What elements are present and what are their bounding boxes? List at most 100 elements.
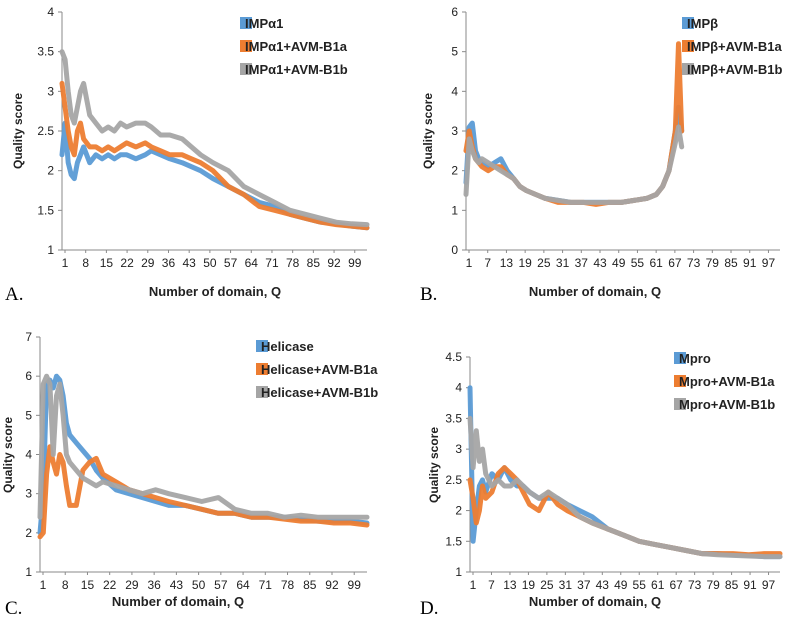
x-tick-label: 85	[307, 256, 321, 270]
x-tick-label: 97	[762, 578, 776, 592]
x-tick-label: 57	[224, 256, 238, 270]
series-line-2	[37, 444, 370, 540]
x-tick-label: 61	[651, 578, 665, 592]
y-tick-label: 3	[47, 84, 54, 98]
x-tick-label: 71	[259, 578, 273, 592]
legend-label: Helicase	[261, 339, 314, 354]
y-tick-label: 2.5	[445, 473, 462, 487]
legend-swatch	[674, 352, 686, 364]
x-tick-label: 85	[724, 256, 738, 270]
x-tick-label: 67	[670, 578, 684, 592]
y-tick-label: 2	[47, 164, 54, 178]
legend-label: Mpro	[679, 351, 711, 366]
y-tick-label: 4	[455, 381, 462, 395]
x-tick-label: 57	[214, 578, 228, 592]
x-tick-label: 64	[245, 256, 259, 270]
y-tick-label: 4	[25, 448, 32, 462]
series-line-1	[467, 385, 783, 560]
legend-label: IMPα1	[245, 16, 283, 31]
x-tick-label: 55	[633, 578, 647, 592]
legend-swatch	[682, 63, 694, 75]
x-tick-label: 29	[141, 256, 155, 270]
x-tick-label: 43	[593, 256, 607, 270]
x-tick-label: 25	[537, 256, 551, 270]
y-tick-label: 2.5	[37, 124, 54, 138]
legend-swatch	[674, 375, 686, 387]
x-tick-label: 7	[484, 256, 491, 270]
y-tick-label: 1	[451, 203, 458, 217]
legend-label: IMPβ+AVM-B1a	[687, 39, 783, 54]
x-tick-label: 1	[470, 578, 477, 592]
x-tick-label: 15	[81, 578, 95, 592]
y-tick-label: 1	[25, 565, 32, 579]
x-tick-label: 85	[725, 578, 739, 592]
y-tick-label: 1	[455, 565, 462, 579]
x-tick-label: 43	[183, 256, 197, 270]
series-line-2	[463, 41, 685, 207]
x-tick-label: 22	[120, 256, 134, 270]
x-tick-label: 49	[614, 578, 628, 592]
y-tick-label: 2	[25, 526, 32, 540]
legend-label: Helicase+AVM-B1b	[261, 385, 378, 400]
series-line-3	[37, 373, 370, 520]
x-tick-label: 31	[559, 578, 573, 592]
legend-swatch	[240, 17, 252, 29]
legend-swatch	[674, 398, 686, 410]
y-tick-label: 5	[451, 45, 458, 59]
x-tick-label: 91	[743, 578, 757, 592]
x-tick-label: 8	[62, 578, 69, 592]
x-tick-label: 7	[488, 578, 495, 592]
legend-label: Mpro+AVM-B1b	[679, 397, 775, 412]
y-tick-label: 3	[25, 487, 32, 501]
x-tick-label: 99	[348, 256, 362, 270]
panel-label: D.	[420, 598, 438, 619]
chart-panel-1: 11.522.533.541 8 15 22 29 36 43 50 57 64 71 78 85 92 9…	[5, 5, 370, 305]
x-axis-title: Number of domain, Q	[529, 284, 661, 299]
x-tick-label: 31	[556, 256, 570, 270]
x-tick-label: 43	[596, 578, 610, 592]
x-tick-label: 19	[522, 578, 536, 592]
series-line-1	[463, 104, 685, 205]
x-tick-label: 91	[743, 256, 757, 270]
x-tick-label: 1	[40, 578, 47, 592]
y-tick-label: 2	[455, 504, 462, 518]
y-tick-label: 1	[47, 243, 54, 257]
y-axis-title: Quality score	[427, 427, 441, 503]
y-tick-label: 4.5	[445, 350, 462, 364]
y-tick-label: 3	[455, 442, 462, 456]
y-tick-label: 3.5	[37, 45, 54, 59]
y-tick-label: 6	[451, 5, 458, 19]
y-axis-title: Quality score	[1, 417, 15, 493]
y-axis-title: Quality score	[11, 93, 25, 169]
x-tick-label: 50	[203, 256, 217, 270]
x-tick-label: 78	[281, 578, 295, 592]
y-tick-label: 0	[451, 243, 458, 257]
legend-label: IMPα1+AVM-B1a	[245, 39, 348, 54]
x-tick-label: 64	[236, 578, 250, 592]
y-tick-label: 1.5	[445, 534, 462, 548]
x-tick-label: 99	[348, 578, 362, 592]
x-tick-label: 37	[575, 256, 589, 270]
panel-label: A.	[5, 284, 23, 305]
legend-label: Helicase+AVM-B1a	[261, 362, 378, 377]
x-tick-label: 19	[518, 256, 532, 270]
x-tick-label: 71	[265, 256, 279, 270]
legend-swatch	[256, 340, 268, 352]
x-tick-label: 13	[500, 256, 514, 270]
x-tick-label: 50	[192, 578, 206, 592]
legend-label: IMPα1+AVM-B1b	[245, 62, 348, 77]
x-tick-label: 92	[325, 578, 339, 592]
x-tick-label: 37	[577, 578, 591, 592]
y-tick-label: 7	[25, 330, 32, 344]
x-tick-label: 73	[687, 256, 701, 270]
x-tick-label: 1	[466, 256, 473, 270]
y-tick-label: 3.5	[445, 411, 462, 425]
x-tick-label: 29	[125, 578, 139, 592]
x-axis-title: Number of domain, Q	[112, 594, 244, 609]
x-tick-label: 25	[540, 578, 554, 592]
legend-label: Mpro+AVM-B1a	[679, 374, 775, 389]
legend-swatch	[256, 363, 268, 375]
x-tick-label: 8	[82, 256, 89, 270]
